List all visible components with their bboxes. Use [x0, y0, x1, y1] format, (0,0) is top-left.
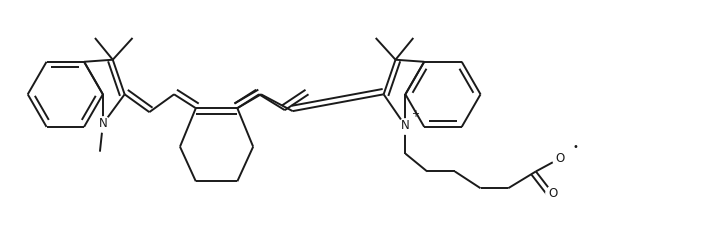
Text: N: N — [99, 117, 107, 131]
Text: •: • — [573, 142, 578, 152]
Text: O: O — [555, 152, 564, 165]
Text: O: O — [548, 187, 557, 200]
Text: +: + — [412, 109, 419, 119]
Text: N: N — [401, 120, 409, 132]
